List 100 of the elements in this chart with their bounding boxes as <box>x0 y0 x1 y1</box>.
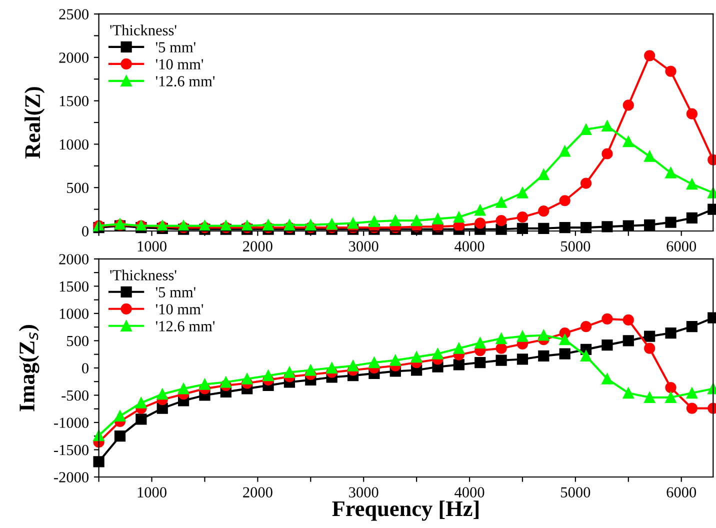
point <box>347 218 359 229</box>
point <box>602 340 613 351</box>
point <box>136 414 147 425</box>
point <box>580 350 592 362</box>
point <box>622 387 634 399</box>
point <box>665 216 676 228</box>
y-tick-label: 0 <box>82 363 89 374</box>
point <box>644 342 656 354</box>
point <box>686 320 698 332</box>
point <box>665 66 676 77</box>
x-tick-label: 3000 <box>349 241 378 252</box>
point <box>602 148 613 160</box>
legend-title: 'Thickness' <box>110 270 176 280</box>
point <box>368 216 380 228</box>
point <box>516 212 528 223</box>
point <box>622 136 634 148</box>
x-tick-label: 5000 <box>561 241 590 252</box>
point <box>474 337 486 348</box>
y-axis-title: Imag(Z$_{s}$) <box>18 325 40 412</box>
x-tick-label: 2000 <box>243 487 272 498</box>
legend-label: '5 mm' <box>156 42 196 52</box>
point <box>686 212 698 224</box>
point <box>114 430 126 442</box>
point <box>284 366 296 378</box>
y-tick-label: 2500 <box>59 9 89 20</box>
point <box>580 320 592 332</box>
y-tick-label: -2000 <box>54 472 89 482</box>
y-tick-label: 1500 <box>60 281 89 292</box>
point <box>538 169 550 180</box>
point <box>516 222 528 234</box>
point <box>390 354 401 366</box>
point <box>580 222 592 234</box>
y-axis-title: Real(Z) <box>24 87 45 159</box>
point <box>453 212 464 223</box>
point <box>93 456 104 468</box>
y-tick-label: 2000 <box>59 254 89 264</box>
point <box>199 378 210 390</box>
point <box>453 342 464 354</box>
point <box>622 220 634 232</box>
legend-label: '10 mm' <box>156 59 204 70</box>
point <box>602 313 613 324</box>
point <box>538 330 550 341</box>
x-tick-label: 4000 <box>454 241 484 252</box>
y-tick-label: 1000 <box>60 139 89 150</box>
point <box>538 205 550 217</box>
legend-label: '12.6 mm' <box>156 321 215 332</box>
legend-label: '12.6 mm' <box>156 76 215 87</box>
point <box>644 392 656 403</box>
point <box>453 359 464 370</box>
point <box>432 348 444 360</box>
y-tick-label: -1000 <box>54 418 89 428</box>
x-tick-label: 4000 <box>454 487 484 498</box>
point <box>326 362 338 374</box>
point <box>665 392 676 403</box>
point <box>538 222 550 234</box>
x-tick-label: 1000 <box>138 487 166 498</box>
point <box>686 387 698 399</box>
point <box>284 219 296 230</box>
point <box>474 218 486 229</box>
y-tick-label: -500 <box>62 390 89 401</box>
point <box>602 373 613 384</box>
y-tick-label: 1500 <box>60 96 89 106</box>
point <box>326 218 338 230</box>
point <box>516 330 528 342</box>
point <box>368 356 380 368</box>
point <box>644 150 656 162</box>
point <box>538 350 550 362</box>
y-tick-label: -1500 <box>54 444 89 456</box>
x-tick-label: 1000 <box>138 241 166 252</box>
point <box>665 382 676 394</box>
point <box>496 332 507 344</box>
point <box>156 388 168 400</box>
point <box>305 219 316 230</box>
x-tick-label: 6000 <box>666 241 696 252</box>
point <box>622 100 634 111</box>
point <box>686 108 698 120</box>
point <box>496 196 507 208</box>
y-tick-label: 0 <box>82 226 89 236</box>
point <box>622 314 634 326</box>
point <box>178 383 190 394</box>
point <box>136 397 147 408</box>
x-tick-label: 3000 <box>349 487 378 498</box>
legend-label: '10 mm' <box>156 304 204 314</box>
point <box>411 352 422 363</box>
x-tick-label: 5000 <box>561 487 590 498</box>
point <box>496 342 507 354</box>
point <box>559 146 570 157</box>
point <box>390 215 401 226</box>
point <box>686 178 698 190</box>
legend-title: 'Thickness' <box>110 24 176 36</box>
point <box>644 219 656 230</box>
y-tick-label: 500 <box>67 336 89 346</box>
x-tick-label: 2000 <box>243 241 272 252</box>
point <box>686 402 698 414</box>
point <box>580 178 592 189</box>
point <box>516 354 528 365</box>
y-tick-label: 500 <box>67 182 89 194</box>
point <box>602 221 613 232</box>
point <box>516 187 528 198</box>
point <box>305 364 316 376</box>
